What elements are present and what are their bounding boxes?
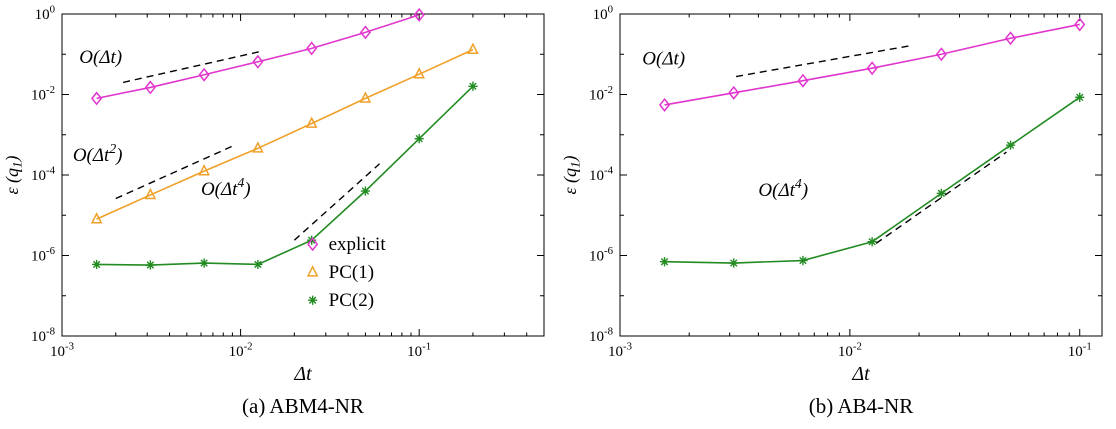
svg-text:ε (q1): ε (q1) [560, 155, 583, 194]
panel-a: 10-3 10-2 10-1 100 10-2 10-4 10-6 10-8 Δt ε (q1) O… [0, 0, 558, 419]
svg-text:PC(1): PC(1) [329, 262, 374, 283]
svg-text:10-1: 10-1 [1068, 341, 1092, 360]
svg-text:10-2: 10-2 [589, 84, 613, 103]
svg-text:O(Δt): O(Δt) [642, 49, 685, 70]
svg-text:10-4: 10-4 [589, 165, 614, 184]
svg-text:10-8: 10-8 [589, 326, 613, 345]
svg-text:10-2: 10-2 [838, 341, 862, 360]
chart-ab4-nr: 10-3 10-2 10-1 100 10-2 10-4 10-6 10-8 Δt ε (q1) O… [560, 4, 1103, 385]
svg-text:10-6: 10-6 [589, 245, 614, 264]
svg-text:10-4: 10-4 [31, 165, 56, 184]
svg-text:Δt: Δt [851, 363, 870, 385]
svg-text:10-2: 10-2 [31, 84, 55, 103]
panel-b: 10-3 10-2 10-1 100 10-2 10-4 10-6 10-8 Δt ε (q1) O… [558, 0, 1116, 419]
svg-text:Δt: Δt [293, 363, 312, 385]
chart-abm4-nr: 10-3 10-2 10-1 100 10-2 10-4 10-6 10-8 Δt ε (q1) O… [2, 4, 545, 385]
svg-text:10-2: 10-2 [229, 341, 253, 360]
svg-text:ε (q1): ε (q1) [2, 155, 25, 194]
svg-text:explicit: explicit [329, 234, 387, 255]
svg-text:O(Δt2): O(Δt2) [73, 141, 123, 166]
caption-b: (b) AB4-NR [808, 394, 914, 418]
svg-text:PC(2): PC(2) [329, 290, 374, 311]
svg-text:O(Δt): O(Δt) [79, 47, 122, 68]
svg-text:100: 100 [35, 4, 55, 23]
svg-text:10-3: 10-3 [608, 341, 632, 360]
convergence-figure: 10-3 10-2 10-1 100 10-2 10-4 10-6 10-8 Δt ε (q1) O… [0, 0, 1116, 419]
svg-text:10-8: 10-8 [31, 326, 55, 345]
svg-text:10-1: 10-1 [407, 341, 431, 360]
svg-text:10-3: 10-3 [50, 341, 74, 360]
svg-text:100: 100 [593, 4, 613, 23]
svg-text:O(Δt4): O(Δt4) [201, 175, 251, 200]
svg-text:10-6: 10-6 [31, 245, 56, 264]
svg-text:O(Δt4): O(Δt4) [758, 176, 808, 201]
caption-a: (a) ABM4-NR [242, 394, 364, 418]
